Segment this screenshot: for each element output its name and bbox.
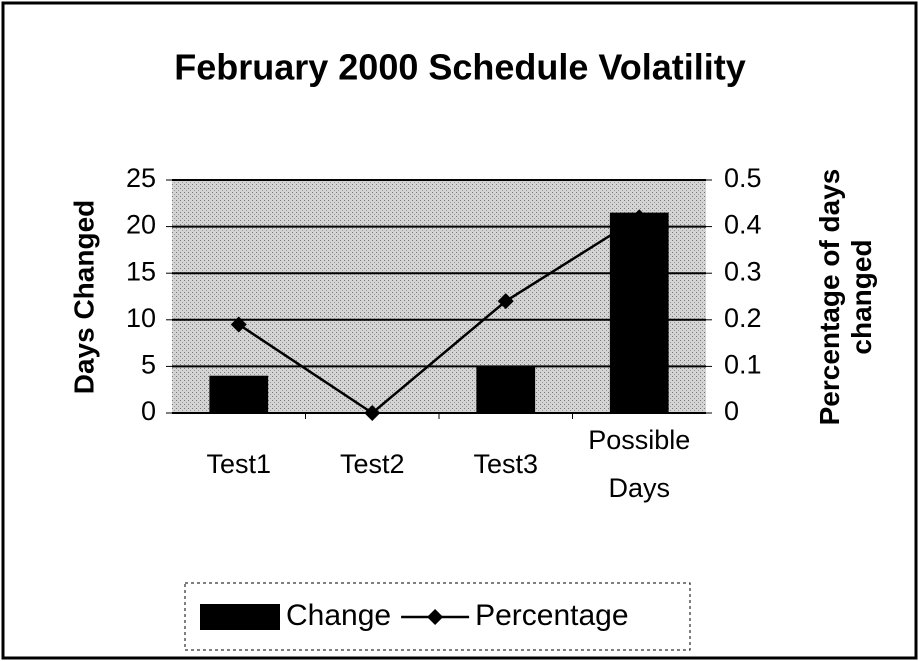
legend-label: Percentage xyxy=(475,599,628,632)
x-tick-label: Test1 xyxy=(206,449,271,479)
marker xyxy=(497,293,514,310)
marker xyxy=(631,209,648,226)
legend-swatch xyxy=(200,604,280,630)
line xyxy=(238,216,640,415)
bar xyxy=(609,212,669,413)
legend-label: Change xyxy=(286,599,391,632)
y2-tick-label: 0.3 xyxy=(724,256,762,286)
y-tick-label: 0 xyxy=(141,396,156,426)
marker xyxy=(230,316,247,333)
y-tick-label: 15 xyxy=(126,256,156,286)
y2-tick-label: 0.4 xyxy=(724,210,762,240)
y2-tick-label: 0 xyxy=(724,396,739,426)
marker xyxy=(364,405,381,421)
y2-tick-label: 0.1 xyxy=(724,350,762,380)
x-tick-label: Test2 xyxy=(340,449,405,479)
y-tick-label: 10 xyxy=(126,303,156,333)
y2-tick-label: 0.2 xyxy=(724,303,762,333)
y2-tick-label: 0.5 xyxy=(724,163,762,193)
y-tick-label: 20 xyxy=(126,210,156,240)
bar xyxy=(209,375,269,413)
y-axis-label: Days Changed xyxy=(68,200,99,395)
x-tick-label: Possible Days xyxy=(588,425,690,503)
bar xyxy=(476,366,536,413)
legend-swatch xyxy=(427,609,444,625)
chart-title: February 2000 Schedule Volatility xyxy=(174,47,746,88)
y2-axis-label: Percentage of dayschanged xyxy=(814,169,877,426)
y-tick-label: 25 xyxy=(126,163,156,193)
x-tick-label: Test3 xyxy=(473,449,538,479)
y-tick-label: 5 xyxy=(141,350,156,380)
